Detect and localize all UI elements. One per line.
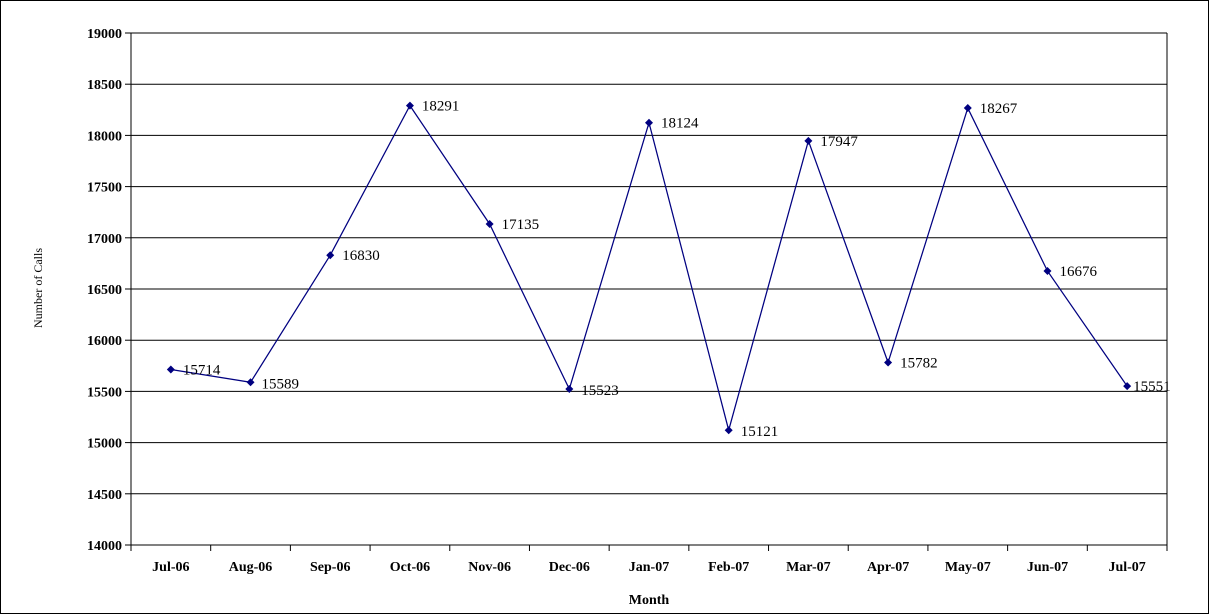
- x-tick-label: Oct-06: [390, 560, 430, 575]
- x-tick-label: Feb-07: [708, 560, 749, 575]
- x-tick-label: Mar-07: [786, 560, 831, 575]
- y-tick-labels: 14000 14500 15000 15500 16000 16500 17000 17500…: [87, 27, 131, 554]
- y-tick-label: 17000: [87, 232, 122, 247]
- gridlines: [131, 32, 1168, 545]
- y-tick-label: 18000: [87, 129, 122, 144]
- y-tick-label: 14000: [87, 539, 122, 554]
- data-label: 15714: [183, 362, 221, 378]
- data-labels: 15714 15589 16830 18291 17135 15523 18124 15121…: [183, 99, 1171, 441]
- x-tick-label: Nov-06: [468, 560, 511, 575]
- y-tick-label: 16000: [87, 334, 122, 349]
- x-tick-label: Sep-06: [310, 560, 350, 575]
- data-point: [963, 104, 972, 113]
- data-point: [485, 219, 494, 228]
- series-line: [170, 104, 1128, 433]
- x-tick-label: Jul-07: [1108, 560, 1145, 575]
- x-tick-label: Jan-07: [629, 560, 669, 575]
- data-point: [1043, 266, 1052, 275]
- x-tick-label: May-07: [945, 560, 991, 575]
- x-tick-label: Jul-06: [152, 560, 189, 575]
- data-point: [1123, 382, 1132, 391]
- data-point: [166, 365, 175, 374]
- x-tick-labels: Jul-06 Aug-06 Sep-06 Oct-06 Nov-06 Dec-06 Jan-…: [130, 545, 1168, 575]
- series-group: [166, 101, 1132, 435]
- x-tick-label: Apr-07: [867, 560, 909, 575]
- y-axis-title: Number of Calls: [31, 248, 45, 328]
- x-tick-label: Aug-06: [229, 560, 273, 575]
- data-label: 15589: [262, 376, 300, 392]
- y-tick-label: 19000: [87, 27, 122, 42]
- x-tick-label: Dec-06: [549, 560, 590, 575]
- data-label: 18267: [980, 101, 1018, 117]
- data-label: 17135: [502, 217, 539, 233]
- data-label: 15121: [741, 424, 779, 440]
- data-point: [246, 378, 255, 387]
- data-label: 18124: [661, 116, 699, 132]
- data-point: [565, 385, 574, 394]
- y-tick-label: 16500: [87, 283, 122, 298]
- data-point: [405, 101, 414, 110]
- data-label: 15782: [900, 356, 938, 372]
- data-point: [645, 118, 653, 127]
- x-axis-title: Month: [629, 593, 670, 608]
- y-tick-label: 15500: [87, 385, 122, 400]
- y-tick-label: 15000: [87, 437, 122, 452]
- data-label: 17947: [820, 134, 858, 150]
- data-label: 15523: [581, 383, 619, 399]
- y-tick-label: 18500: [87, 78, 122, 93]
- y-tick-label: 17500: [87, 181, 122, 196]
- data-point: [724, 426, 733, 435]
- data-label: 16830: [342, 248, 380, 264]
- data-label: 16676: [1059, 264, 1097, 280]
- data-label: 18291: [422, 99, 460, 115]
- x-tick-label: Jun-07: [1027, 560, 1068, 575]
- y-tick-label: 14500: [87, 488, 122, 503]
- data-label: 15551: [1133, 379, 1171, 395]
- data-point: [884, 358, 893, 367]
- data-point: [326, 251, 335, 260]
- data-point: [804, 136, 813, 145]
